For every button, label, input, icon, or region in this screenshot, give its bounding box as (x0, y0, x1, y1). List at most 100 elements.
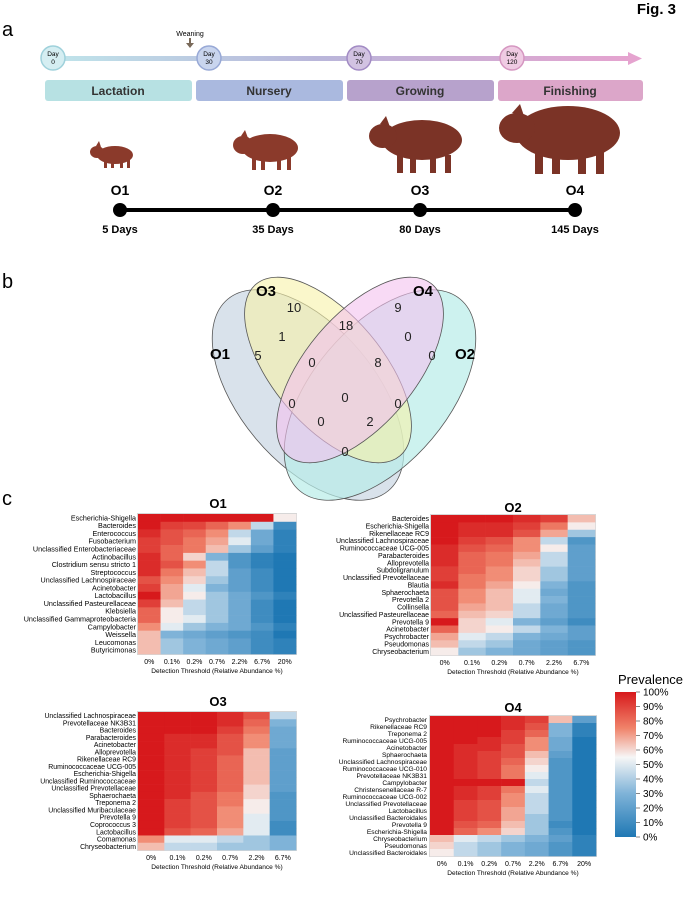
heatmap-cell (431, 559, 459, 567)
heatmap-cell (458, 640, 486, 648)
heatmap-cell (548, 758, 573, 766)
svg-text:O4: O4 (566, 182, 585, 198)
row-label: Unclassified Lachnospiraceae (339, 759, 428, 766)
heatmap-cell (477, 779, 502, 787)
row-label: Bacteroides (392, 516, 429, 523)
heatmap-cell (453, 828, 478, 836)
heatmap-cell (572, 786, 597, 794)
heatmap-cell (228, 584, 252, 593)
svg-text:30: 30 (205, 59, 213, 66)
heatmap-cell (138, 755, 165, 764)
heatmap-cell (485, 610, 514, 619)
row-label: Campylobacter (88, 622, 137, 631)
heatmap-cell (250, 545, 274, 554)
heatmap-cell (190, 726, 218, 735)
heatmap-cell (513, 515, 541, 523)
heatmap-cell (524, 779, 549, 787)
heatmap-cell (513, 544, 541, 553)
heatmap-cell (243, 726, 270, 735)
heatmap-cell (572, 842, 597, 850)
heatmap-cell (540, 566, 568, 575)
heatmap-cell (524, 765, 549, 773)
panel-c-letter: c (2, 488, 12, 510)
heatmap-cell (548, 807, 573, 815)
heatmap-cell (501, 723, 526, 731)
heatmap-cell (540, 573, 568, 582)
heatmap-cell (269, 842, 297, 851)
heatmap-cell (228, 638, 252, 647)
heatmap-cell (205, 545, 229, 554)
row-label: Chryseobacterium (373, 836, 427, 843)
row-label: Fusobacterium (88, 537, 136, 546)
heatmap-cell (190, 762, 218, 771)
heatmap-cell (431, 647, 459, 656)
heatmap-cell (513, 537, 541, 545)
heatmap-cell (183, 615, 207, 624)
heatmap-cell (430, 835, 455, 843)
row-label: Treponema 2 (95, 800, 136, 807)
heatmap-cell (501, 779, 526, 787)
heatmap-cell (431, 596, 459, 604)
column-label: 20% (278, 659, 292, 666)
heatmap-cell (453, 772, 478, 780)
heatmap-cell (458, 537, 486, 545)
x-axis-label: Detection Threshold (Relative Abundance … (447, 669, 578, 676)
heatmap-cell (160, 514, 184, 523)
venn-diagram (211, 276, 477, 501)
svg-text:Day: Day (353, 51, 365, 58)
heatmap-cell (453, 835, 478, 843)
heatmap-cell (548, 786, 573, 794)
heatmap-cell (138, 733, 165, 742)
legend-title: Prevalence (618, 672, 683, 687)
heatmap-cell (217, 777, 244, 785)
row-label: Klebsiella (105, 607, 136, 616)
heatmap-cell (160, 622, 184, 631)
column-label: 0.2% (491, 660, 507, 667)
heatmap-cell (513, 610, 541, 619)
heatmap-cell (567, 632, 596, 641)
heatmap-cell (431, 625, 459, 634)
venn-count: 0 (341, 390, 348, 405)
heatmap-cell (269, 828, 297, 836)
heatmap-cell (228, 607, 252, 616)
heatmap-cell (477, 786, 502, 794)
row-label: Unclassified Bacteroidales (349, 850, 428, 857)
heatmap-cell (485, 515, 514, 523)
heatmap-cell (164, 820, 191, 829)
heatmap-cell (190, 813, 218, 822)
column-label: 0.2% (196, 855, 212, 862)
heatmap-cell (458, 610, 486, 619)
heatmap-cell (567, 551, 596, 560)
svg-text:Lactation: Lactation (91, 84, 144, 98)
heatmap-cell (138, 591, 161, 600)
heatmap-cell (431, 529, 459, 538)
row-label: Weissella (105, 630, 136, 639)
heatmap-cell (269, 813, 297, 822)
heatmap-cell (190, 770, 218, 778)
heatmap-cell (431, 573, 459, 582)
heatmap-cell (250, 529, 274, 538)
heatmap-cell (205, 615, 229, 624)
heatmap-cell (243, 748, 270, 756)
pig-icon (90, 141, 133, 168)
heatmap-cell (431, 551, 459, 560)
heatmap-cell (567, 640, 596, 648)
heatmap-cell (572, 751, 597, 759)
heatmap-title: O4 (504, 700, 522, 715)
heatmap-cell (431, 618, 459, 626)
heatmap-cell (430, 751, 455, 759)
sample-point: O4 145 Days (551, 182, 599, 236)
heatmap-cell (567, 647, 596, 656)
heatmap-cell (567, 603, 596, 612)
heatmap-cell (458, 647, 486, 656)
panel-b-letter: b (2, 271, 13, 293)
heatmap-cell (228, 529, 252, 538)
heatmap-cell (160, 529, 184, 538)
venn-count: 8 (374, 355, 381, 370)
heatmap-cell (501, 744, 526, 752)
venn-count: 10 (287, 300, 301, 315)
row-label: Unclassified Prevotellaceae (51, 786, 136, 793)
row-label: Bacteroides (98, 521, 136, 530)
heatmap-cell (524, 772, 549, 780)
heatmap-cell (205, 521, 229, 530)
